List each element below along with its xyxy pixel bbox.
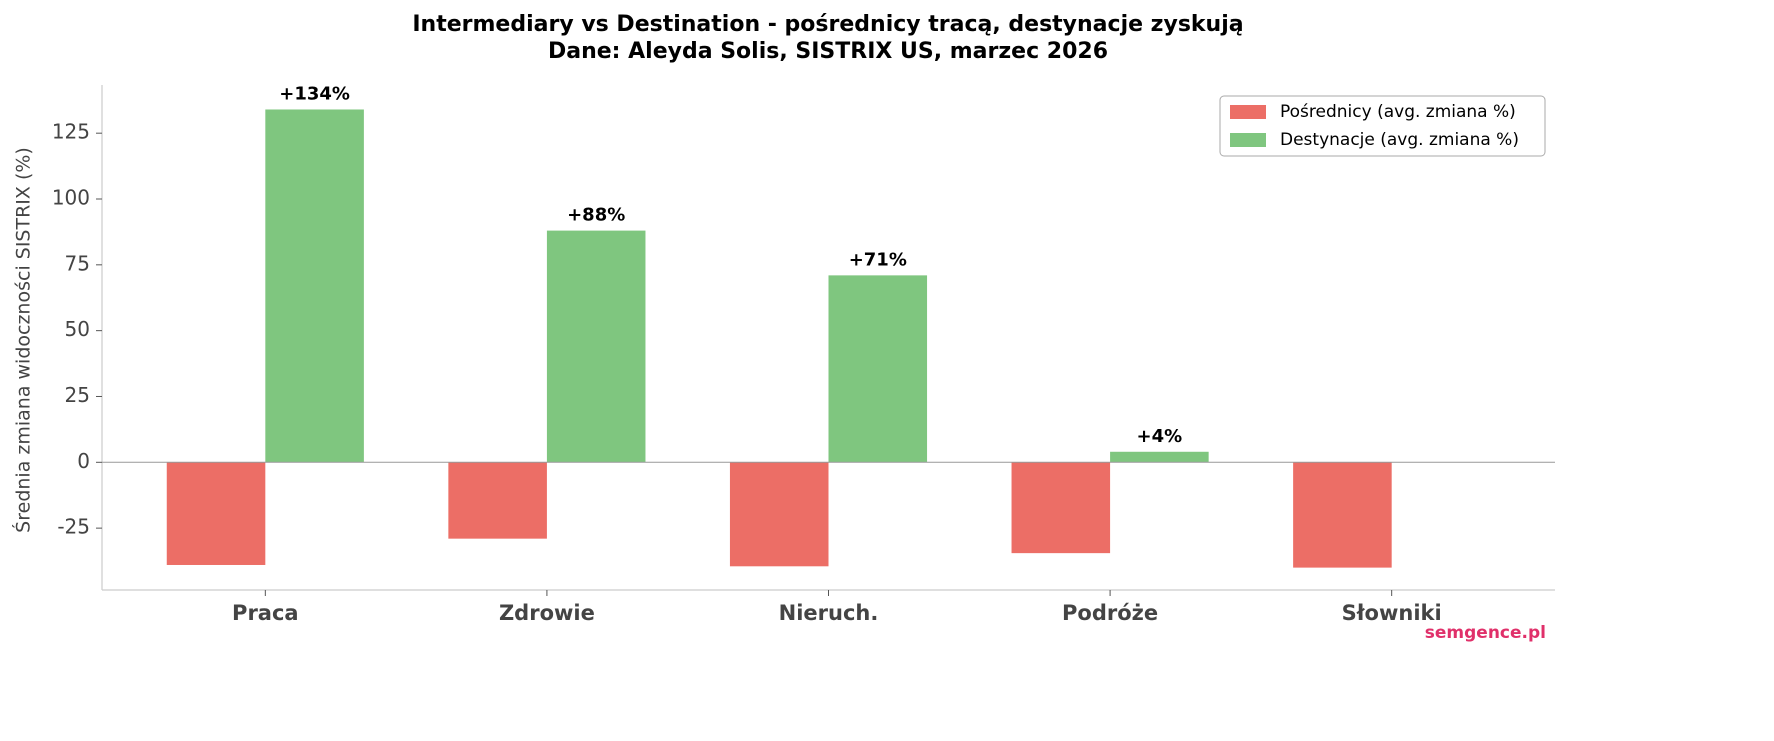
y-tick-label: 100: [52, 186, 90, 210]
y-tick-label: 25: [65, 383, 90, 407]
legend-box: [1219, 95, 1546, 157]
y-tick-label: 75: [65, 251, 90, 275]
data-label: +71%: [849, 249, 907, 270]
x-tick-label: Nieruch.: [779, 601, 879, 625]
y-tick-label: -25: [57, 515, 90, 539]
bar: [166, 462, 266, 565]
data-label: +134%: [279, 83, 350, 104]
y-tick-label: 0: [77, 449, 90, 473]
bar: [729, 462, 829, 567]
y-tick-label: 50: [65, 317, 90, 341]
bar: [1011, 462, 1111, 554]
x-tick-label: Podróże: [1062, 601, 1158, 625]
watermark: semgence.pl: [1425, 623, 1546, 643]
bar: [265, 109, 364, 463]
bar: [1110, 451, 1209, 463]
x-tick-label: Praca: [232, 601, 299, 625]
legend-label: Destynacje (avg. zmiana %): [1280, 130, 1519, 150]
legend-label: Pośrednicy (avg. zmiana %): [1280, 102, 1516, 122]
chart-title: Intermediary vs Destination - pośrednicy…: [412, 12, 1243, 37]
chart-subtitle: Dane: Aleyda Solis, SISTRIX US, marzec 2…: [548, 39, 1108, 64]
bar: [448, 462, 547, 539]
y-tick-label: 125: [52, 120, 90, 144]
data-label: +88%: [567, 205, 625, 226]
bar: [546, 230, 646, 463]
bar: [1293, 462, 1392, 568]
legend-swatch: [1230, 133, 1266, 147]
legend-swatch: [1230, 105, 1266, 119]
x-tick-label: Słowniki: [1342, 601, 1442, 625]
x-tick-label: Zdrowie: [499, 601, 595, 625]
y-axis-label: Średnia zmiana widoczności SISTRIX (%): [11, 147, 35, 533]
bar: [828, 275, 928, 463]
data-label: +4%: [1137, 426, 1183, 447]
